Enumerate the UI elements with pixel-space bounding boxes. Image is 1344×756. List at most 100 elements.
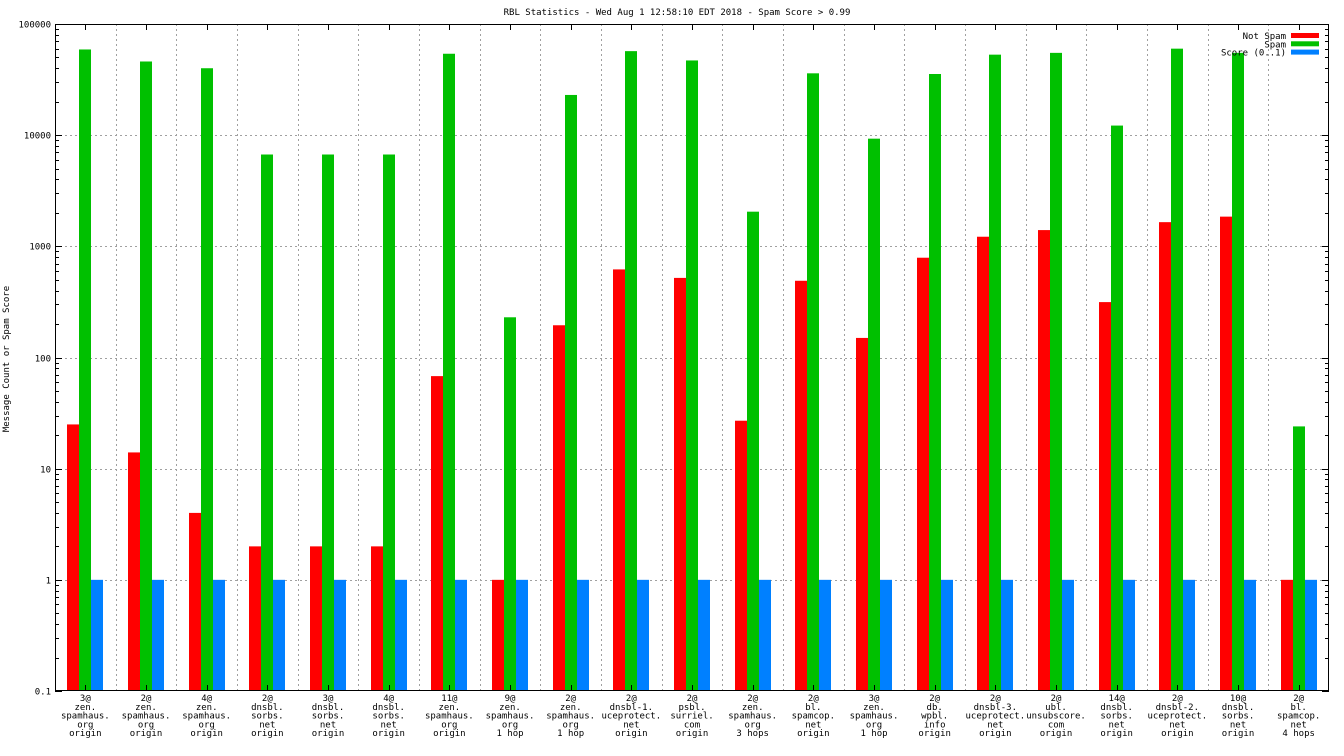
x-tick-label-line: 2@ <box>687 694 698 704</box>
legend-label: Not Spam <box>1243 32 1286 42</box>
x-tick-label-line: unsubscore. <box>1026 712 1086 722</box>
x-tick-label-line: 2@ <box>808 694 819 704</box>
x-tick-label: 2@ db. wpbl. info origin <box>918 694 951 739</box>
x-tick-label-line: 2@ <box>990 694 1001 704</box>
x-tick-label-line: sorbs. <box>372 712 405 722</box>
bar-not-spam <box>492 579 504 691</box>
x-tick-label-line: net <box>259 720 275 730</box>
x-tick-label-line: zen. <box>196 703 218 713</box>
bar-spam <box>686 60 698 692</box>
x-tick-label-line: origin <box>676 729 709 739</box>
x-tick-label: 4@ dnsbl. sorbs. net origin <box>372 694 405 739</box>
x-tick-label-line: org <box>563 720 579 730</box>
x-tick-label: 11@ zen. spamhaus. org origin <box>425 694 474 739</box>
y-axis-label: Message Count or Spam Score <box>2 286 12 432</box>
y-tick-label: 10 <box>40 466 51 476</box>
x-tick-label-line: 2@ <box>262 694 273 704</box>
x-tick-label: 2@ zen. spamhaus. org origin <box>122 694 171 739</box>
x-tick-label: 9@ zen. spamhaus. org 1 hop <box>486 694 535 739</box>
bar-score-0-1 <box>395 579 407 691</box>
x-tick-label-line: zen. <box>135 703 157 713</box>
x-tick-label-line: spamcop. <box>1277 712 1320 722</box>
x-tick-label-line: net <box>623 720 639 730</box>
x-tick-label-line: net <box>1109 720 1125 730</box>
y-tick-label: 100000 <box>18 21 51 31</box>
legend-swatch <box>1291 41 1319 47</box>
bar-spam <box>322 154 334 692</box>
x-tick-label-line: 2@ <box>565 694 576 704</box>
x-tick-label: 3@ zen. spamhaus. org origin <box>61 694 110 739</box>
x-tick-label-line: origin <box>190 729 223 739</box>
x-tick-label-line: zen. <box>742 703 764 713</box>
x-tick-label-line: org <box>138 720 154 730</box>
x-tick-label-line: origin <box>979 729 1012 739</box>
y-tick-labels: 0.1 1 10 100 1000 10000 100000 <box>18 21 51 698</box>
x-tick-label-line: 3@ <box>323 694 334 704</box>
bar-score-0-1 <box>152 579 164 691</box>
bar-spam <box>1171 48 1183 692</box>
x-tick-label-line: zen. <box>560 703 582 713</box>
x-tick-label-line: spamhaus. <box>546 712 595 722</box>
bar-spam <box>504 317 516 691</box>
chart-title: RBL Statistics - Wed Aug 1 12:58:10 EDT … <box>504 8 851 18</box>
x-tick-label-line: sorbs. <box>251 712 284 722</box>
bar-score-0-1 <box>1305 579 1317 691</box>
bars <box>67 48 1317 692</box>
x-tick-label-line: 4 hops <box>1282 729 1315 739</box>
x-tick-label-line: zen. <box>438 703 460 713</box>
x-tick-label: 2@ ubl. unsubscore. com origin <box>1026 694 1086 739</box>
bar-score-0-1 <box>941 579 953 691</box>
x-tick-label-line: 1 hop <box>860 729 887 739</box>
x-tick-label-line: zen. <box>499 703 521 713</box>
x-tick-label-line: 2@ <box>1293 694 1304 704</box>
x-tick-label-line: origin <box>251 729 284 739</box>
x-tick-label: 2@ psbl. surriel. com origin <box>670 694 713 739</box>
bar-not-spam <box>1099 302 1111 691</box>
x-tick-label: 3@ zen. spamhaus. org 1 hop <box>850 694 899 739</box>
bar-spam <box>989 54 1001 692</box>
x-tick-label-line: 1 hop <box>496 729 523 739</box>
x-tick-label-line: net <box>987 720 1003 730</box>
x-tick-label: 3@ dnsbl. sorbs. net origin <box>312 694 345 739</box>
x-tick-label-line: org <box>745 720 761 730</box>
bar-score-0-1 <box>516 579 528 691</box>
legend-swatch <box>1291 49 1319 55</box>
x-tick-label-line: 4@ <box>201 694 212 704</box>
bar-spam <box>929 73 941 691</box>
x-tick-label: 10@ dnsbl. sorbs. net origin <box>1222 694 1255 739</box>
bar-not-spam <box>189 512 201 691</box>
x-tick-label-line: origin <box>372 729 405 739</box>
x-tick-label-line: net <box>1169 720 1185 730</box>
x-tick-label: 2@ zen. spamhaus. org 3 hops <box>728 694 777 739</box>
x-tick-label-line: surriel. <box>670 712 713 722</box>
bar-score-0-1 <box>1062 579 1074 691</box>
x-tick-label-line: origin <box>1040 729 1073 739</box>
x-tick-label-line: origin <box>433 729 466 739</box>
x-tick-label-line: net <box>1291 720 1307 730</box>
bar-score-0-1 <box>637 579 649 691</box>
x-tick-label-line: origin <box>1100 729 1133 739</box>
bar-not-spam <box>310 546 322 691</box>
x-tick-label-line: org <box>502 720 518 730</box>
x-tick-label-line: dnsbl. <box>1222 703 1255 713</box>
x-tick-label-line: origin <box>130 729 163 739</box>
x-tick-label: 4@ zen. spamhaus. org origin <box>182 694 231 739</box>
x-tick-label-line: dnsbl-1. <box>610 703 653 713</box>
x-tick-label-line: origin <box>1161 729 1194 739</box>
bar-spam <box>747 211 759 691</box>
x-tick-label-line: 3@ <box>869 694 880 704</box>
bar-spam <box>201 68 213 691</box>
x-tick-label: 2@ bl. spamcop. net origin <box>792 694 835 739</box>
legend-label: Score (0..1) <box>1221 49 1286 59</box>
x-tick-label-line: com <box>1048 720 1064 730</box>
bar-spam <box>868 138 880 692</box>
bar-not-spam <box>128 452 140 691</box>
bar-not-spam <box>249 546 261 691</box>
bar-score-0-1 <box>577 579 589 691</box>
x-tick-label-line: spamhaus. <box>425 712 474 722</box>
x-tick-label-line: origin <box>797 729 830 739</box>
x-tick-label-line: origin <box>312 729 345 739</box>
y-tick-label: 1000 <box>29 243 51 253</box>
